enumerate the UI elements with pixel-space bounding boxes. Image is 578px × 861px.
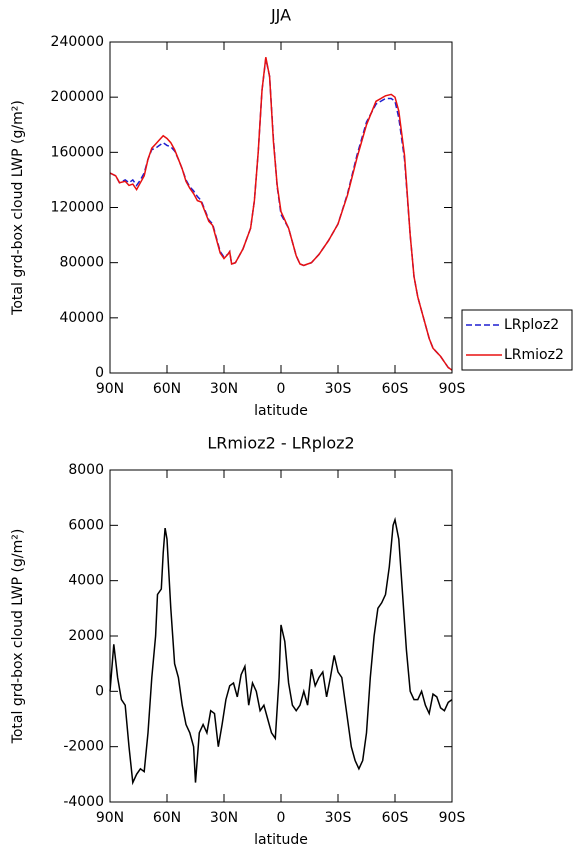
data-line (109, 516, 453, 786)
y-tick-label: 80000 (59, 255, 104, 271)
chart-title: JJA (270, 6, 291, 25)
x-tick-label: 0 (277, 810, 286, 826)
y-tick-label: 160000 (51, 144, 104, 160)
x-tick-label: 90N (96, 810, 124, 826)
y-axis-label: Total grd-box cloud LWP (g/m²) (10, 100, 26, 316)
y-tick-label: 6000 (68, 517, 104, 533)
data-line (109, 57, 453, 371)
y-tick-label: -2000 (63, 739, 104, 755)
plot-frame (109, 41, 453, 374)
x-axis-label: latitude (254, 403, 308, 419)
x-tick-label: 30S (325, 810, 352, 826)
data-line (109, 58, 453, 371)
y-tick-label: -4000 (63, 794, 104, 810)
x-tick-label: 60S (382, 381, 409, 397)
y-tick-label: 40000 (59, 310, 104, 326)
x-tick-label: 30S (325, 381, 352, 397)
x-tick-label: 60S (382, 810, 409, 826)
x-tick-label: 60N (153, 381, 181, 397)
y-tick-label: 200000 (51, 89, 104, 105)
y-axis-label: Total grd-box cloud LWP (g/m²) (10, 529, 26, 745)
x-tick-label: 90S (439, 381, 466, 397)
x-tick-label: 0 (277, 381, 286, 397)
x-tick-label: 30N (210, 810, 238, 826)
y-tick-label: 240000 (51, 34, 104, 50)
legend-label: LRmioz2 (504, 347, 564, 363)
y-tick-label: 4000 (68, 573, 104, 589)
x-tick-label: 60N (153, 810, 181, 826)
y-tick-label: 2000 (68, 628, 104, 644)
x-axis-label: latitude (254, 832, 308, 848)
chart-title: LRmioz2 - LRploz2 (207, 434, 354, 453)
legend-box (461, 309, 573, 371)
y-tick-label: 0 (95, 683, 104, 699)
legend-label: LRploz2 (504, 317, 559, 333)
plot-frame (109, 469, 453, 803)
x-tick-label: 90N (96, 381, 124, 397)
x-tick-label: 30N (210, 381, 238, 397)
y-tick-label: 0 (95, 365, 104, 381)
x-tick-label: 90S (439, 810, 466, 826)
y-tick-label: 8000 (68, 462, 104, 478)
y-tick-label: 120000 (51, 200, 104, 216)
